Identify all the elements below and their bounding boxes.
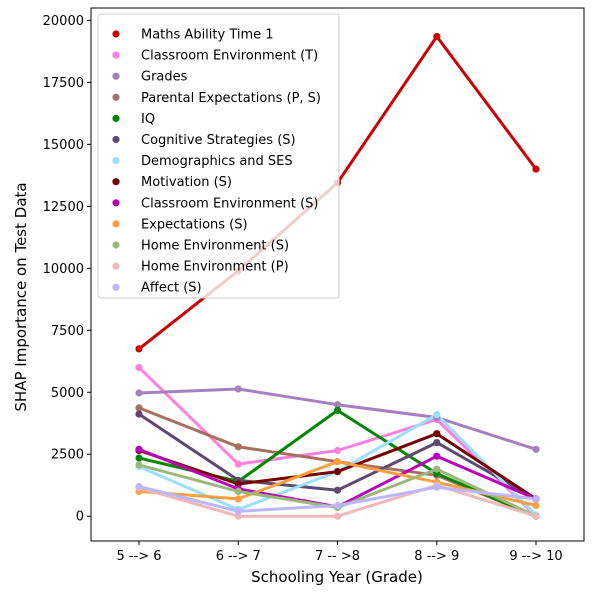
data-point-maths-ability-time-1-4 — [532, 165, 540, 173]
data-point-home-environment-s-1 — [234, 487, 242, 495]
legend-label-iq: IQ — [141, 112, 155, 127]
data-point-affect-s-4 — [532, 495, 540, 503]
data-point-affect-s-3 — [433, 483, 441, 491]
data-point-affect-s-0 — [135, 482, 143, 491]
legend-marker-cognitive-strategies-s — [112, 135, 120, 144]
y-tick-label: 12500 — [43, 200, 84, 215]
data-point-home-environment-p-4 — [532, 512, 540, 520]
data-point-classroom-environment-s-3 — [433, 452, 441, 460]
data-point-expectations-s-1 — [234, 495, 242, 503]
data-point-parental-expectations-p-s-1 — [234, 443, 242, 451]
legend-label-motivation-s: Motivation (S) — [141, 175, 232, 190]
x-tick-label: 7 -- >8 — [315, 549, 360, 564]
legend-marker-classroom-environment-s — [112, 199, 120, 207]
legend: Maths Ability Time 1 Classroom Environmen… — [97, 13, 340, 299]
series-points — [135, 32, 540, 520]
legend-label-cognitive-strategies-s: Cognitive Strategies (S) — [141, 133, 296, 148]
x-tick-label: 5 --> 6 — [116, 549, 161, 564]
y-tick-label: 2500 — [51, 448, 84, 463]
y-tick-label: 7500 — [51, 324, 84, 339]
legend-label-classroom-environment-t: Classroom Environment (T) — [141, 49, 318, 64]
series-line-grades — [137, 387, 538, 451]
x-tick-label: 9 --> 10 — [509, 549, 562, 564]
y-tick-label: 15000 — [43, 138, 84, 153]
legend-marker-iq — [112, 114, 120, 122]
axes: 0 2500 5000 7500 10000 12500 15000 17500 20000 5 … — [43, 7, 585, 564]
data-point-grades-4 — [532, 445, 540, 453]
legend-marker-demographics-and-ses — [112, 157, 120, 165]
legend-label-classroom-environment-s: Classroom Environment (S) — [141, 196, 319, 211]
data-point-motivation-s-2 — [333, 468, 342, 476]
legend-marker-parental-expectations-p-s — [112, 93, 120, 101]
legend-marker-motivation-s — [112, 178, 120, 186]
data-point-expectations-s-4 — [532, 501, 540, 510]
x-axis-title: Schooling Year (Grade) — [251, 568, 423, 586]
data-point-iq-2 — [333, 406, 342, 414]
data-point-parental-expectations-p-s-0 — [135, 404, 143, 412]
legend-label-home-environment-p: Home Environment (P) — [141, 260, 289, 275]
data-point-maths-ability-time-1-3 — [433, 32, 441, 41]
data-point-expectations-s-2 — [333, 458, 342, 466]
data-point-maths-ability-time-1-0 — [135, 345, 143, 353]
legend-label-maths-ability-time-1: Maths Ability Time 1 — [141, 28, 274, 43]
data-point-classroom-environment-t-1 — [234, 460, 242, 468]
data-point-cognitive-strategies-s-2 — [333, 486, 342, 494]
data-point-grades-1 — [234, 385, 242, 393]
y-axis-title: SHAP Importance on Test Data — [12, 182, 30, 411]
legend-marker-affect-s — [112, 283, 120, 291]
data-point-iq-0 — [135, 454, 143, 462]
y-tick-label: 0 — [76, 510, 84, 525]
data-point-home-environment-s-3 — [433, 465, 441, 473]
legend-marker-expectations-s — [112, 220, 120, 228]
data-point-demographics-and-ses-3 — [433, 411, 441, 419]
data-point-classroom-environment-t-0 — [135, 363, 143, 372]
data-point-grades-0 — [135, 389, 143, 397]
data-point-grades-2 — [333, 401, 342, 409]
data-point-motivation-s-3 — [433, 430, 441, 438]
data-point-affect-s-2 — [333, 501, 342, 510]
legend-marker-home-environment-p — [112, 262, 120, 270]
legend-marker-maths-ability-time-1 — [112, 30, 120, 38]
legend-marker-classroom-environment-t — [112, 51, 120, 59]
data-point-affect-s-1 — [234, 507, 242, 515]
legend-label-parental-expectations-p-s: Parental Expectations (P, S) — [141, 91, 321, 106]
y-tick-label: 10000 — [43, 262, 84, 277]
legend-label-home-environment-s: Home Environment (S) — [141, 239, 289, 254]
legend-label-grades: Grades — [141, 70, 188, 85]
x-tick-label: 6 --> 7 — [216, 549, 261, 564]
legend-box — [97, 13, 340, 299]
y-tick-label: 20000 — [43, 14, 84, 29]
x-tick-label: 8 --> 9 — [414, 549, 459, 564]
data-point-classroom-environment-t-2 — [333, 446, 342, 455]
legend-marker-home-environment-s — [112, 241, 120, 249]
data-point-cognitive-strategies-s-0 — [135, 410, 143, 418]
data-point-home-environment-s-0 — [135, 461, 143, 469]
y-tick-label: 5000 — [51, 386, 84, 401]
legend-marker-grades — [112, 72, 120, 80]
data-point-home-environment-p-2 — [333, 512, 342, 520]
legend-label-affect-s: Affect (S) — [141, 281, 202, 296]
legend-label-expectations-s: Expectations (S) — [141, 217, 248, 232]
y-tick-label: 17500 — [43, 76, 84, 91]
legend-label-demographics-and-ses: Demographics and SES — [141, 154, 293, 169]
data-point-classroom-environment-s-0 — [135, 445, 143, 453]
data-point-cognitive-strategies-s-3 — [433, 439, 441, 447]
